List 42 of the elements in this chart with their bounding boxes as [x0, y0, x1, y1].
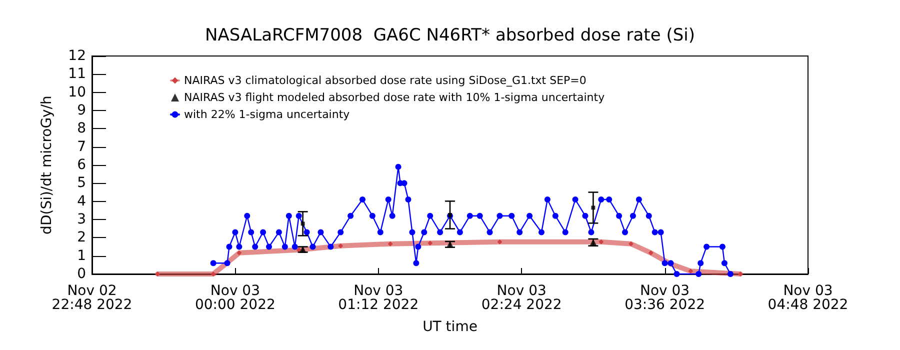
y-tick-label: 11	[68, 66, 86, 82]
point	[388, 241, 393, 246]
point	[497, 239, 502, 244]
point	[648, 250, 654, 256]
x-tick-label: Nov 03 04:48 2022	[768, 283, 848, 313]
point	[738, 272, 743, 276]
point	[299, 246, 306, 253]
point	[236, 250, 242, 256]
y-tick-label: 5	[77, 175, 86, 192]
point	[338, 243, 344, 248]
y-tick-label: 7	[77, 138, 86, 155]
legend-label: NAIRAS v3 climatological absorbed dose rate using SiDose_G1.txt SEP=0	[184, 74, 586, 87]
y-tick-label: 4	[77, 193, 86, 210]
y-axis-title: dD(Si)/dt microGy/h	[39, 96, 55, 234]
point	[428, 240, 433, 246]
legend-label: NAIRAS v3 flight modeled absorbed dose rate with 10% 1-sigma uncertainty	[184, 91, 606, 104]
point	[590, 238, 597, 246]
x-tick-label: Nov 03 02:24 2022	[481, 283, 562, 313]
y-tick-label: 8	[77, 120, 86, 137]
x-tick-label: Nov 03 03:36 2022	[624, 283, 706, 313]
point	[591, 206, 596, 210]
x-tick-label: Nov 03 00:00 2022	[194, 283, 276, 313]
point	[155, 272, 160, 276]
point	[210, 272, 216, 276]
x-axis-title: UT time	[422, 319, 478, 335]
point	[296, 247, 302, 252]
point	[628, 241, 634, 246]
x-tick-label: Nov 03 01:12 2022	[338, 283, 419, 313]
y-tick-label: 2	[77, 230, 86, 246]
y-tick-label: 3	[77, 212, 86, 228]
y-tick-label: 10	[68, 84, 86, 100]
chart-title: NASALaRCFM7008 GA6C N46RT* absorbed dose rate (Si)	[205, 26, 695, 46]
y-tick-label: 6	[77, 157, 86, 173]
y-tick-label: 12	[68, 48, 86, 64]
y-tick-label: 1	[77, 248, 86, 264]
point	[598, 239, 604, 244]
point	[300, 222, 305, 226]
legend-label: with 22% 1-sigma uncertainty	[184, 108, 350, 121]
x-tick-label: Nov 02 22:48 2022	[52, 283, 132, 313]
y-tick-label: 9	[77, 102, 86, 118]
point	[688, 268, 694, 274]
y-tick-label: 0	[77, 266, 86, 282]
